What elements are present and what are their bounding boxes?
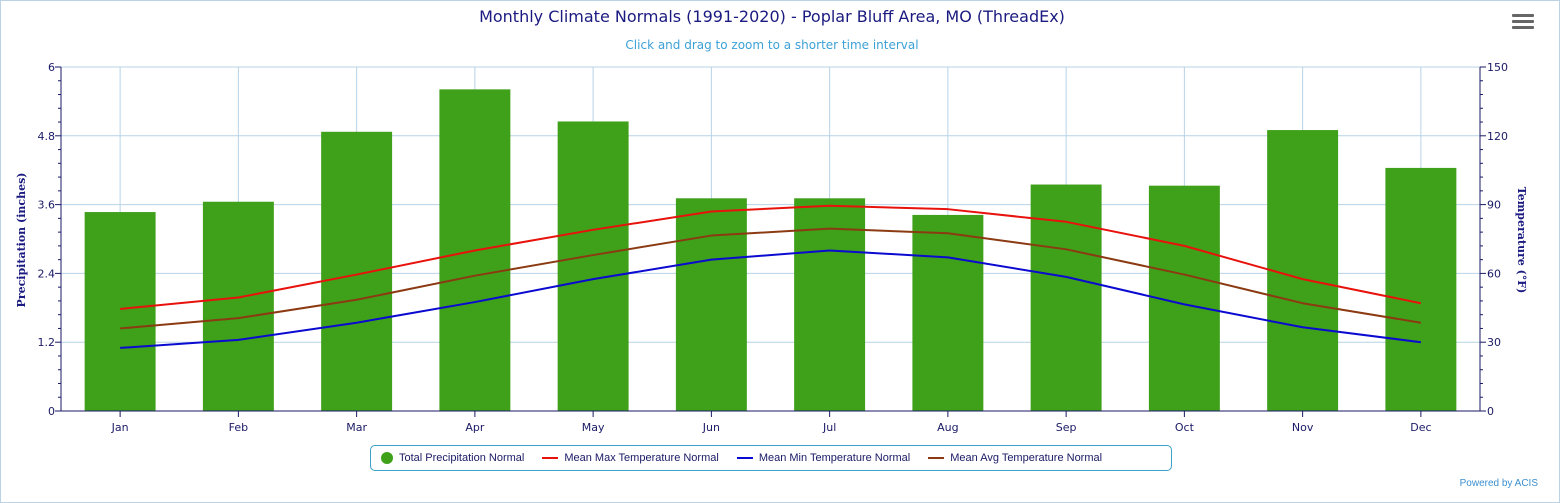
legend-line-icon [736, 457, 753, 459]
precipitation-bar [321, 131, 393, 411]
precipitation-bar [557, 121, 629, 411]
legend-line-icon [928, 457, 945, 459]
y-right-tick-label: 90 [1487, 199, 1501, 212]
x-tick-label: Jul [822, 421, 836, 434]
x-tick-label: Jun [702, 421, 720, 434]
legend-label: Total Precipitation Normal [399, 452, 525, 464]
y-axis-left-label: Precipitation (inches) [15, 173, 28, 308]
x-tick-label: Apr [465, 421, 485, 434]
precipitation-bar [912, 214, 984, 411]
precipitation-bars [84, 89, 1457, 412]
x-tick-label: Jan [111, 421, 129, 434]
legend-item[interactable]: Mean Avg Temperature Normal [928, 452, 1102, 464]
legend-label: Mean Avg Temperature Normal [950, 452, 1103, 464]
x-tick-label: Nov [1292, 421, 1314, 434]
y-left-tick-label: 4.8 [38, 130, 56, 143]
legend-label: Mean Min Temperature Normal [758, 452, 911, 464]
temperature-line [120, 204, 1422, 310]
temperature-lines [120, 204, 1422, 349]
precipitation-bar [202, 201, 274, 411]
legend-item[interactable]: Mean Min Temperature Normal [736, 452, 911, 464]
chart-title: Monthly Climate Normals (1991-2020) - Po… [479, 7, 1065, 26]
axes: 0 0 1.2 30 2.4 60 3.6 90 4.8 120 6 150 Jan Feb Mar Apr M… [38, 61, 1509, 434]
hamburger-menu-icon[interactable] [1512, 14, 1534, 32]
y-left-tick-label: 1.2 [38, 336, 56, 349]
chart-subtitle: Click and drag to zoom to a shorter time… [625, 38, 918, 52]
legend-item[interactable]: Mean Max Temperature Normal [542, 452, 719, 464]
x-tick-label: Oct [1175, 421, 1195, 434]
y-left-tick-label: 3.6 [38, 199, 56, 212]
y-right-tick-label: 120 [1487, 130, 1508, 143]
legend-line-icon [542, 457, 559, 459]
precipitation-bar [84, 212, 156, 411]
x-tick-label: Mar [346, 421, 367, 434]
x-tick-label: Sep [1056, 421, 1077, 434]
legend-item[interactable]: Total Precipitation Normal [381, 452, 524, 464]
temperature-line [120, 227, 1422, 330]
y-right-tick-label: 150 [1487, 61, 1508, 74]
x-tick-label: Dec [1410, 421, 1431, 434]
y-left-tick-label: 2.4 [38, 267, 56, 280]
y-left-tick-label: 0 [48, 405, 55, 418]
x-tick-label: May [582, 421, 605, 434]
precipitation-bar [1267, 130, 1339, 412]
precipitation-bar [794, 198, 866, 411]
temperature-line [120, 249, 1422, 349]
y-axis-right-label: Temperature (°F) [1515, 187, 1528, 294]
y-right-tick-label: 30 [1487, 336, 1501, 349]
y-right-tick-label: 0 [1487, 405, 1494, 418]
x-tick-label: Feb [229, 421, 248, 434]
precipitation-bar [1385, 167, 1457, 411]
y-left-tick-label: 6 [48, 61, 55, 74]
y-right-tick-label: 60 [1487, 267, 1501, 280]
legend-dot-icon [381, 452, 393, 464]
precipitation-bar [675, 198, 747, 411]
powered-by-link[interactable]: Powered by ACIS [1459, 478, 1538, 489]
legend: Total Precipitation Normal Mean Max Tempe… [370, 445, 1172, 471]
legend-label: Mean Max Temperature Normal [564, 452, 719, 464]
x-tick-label: Aug [937, 421, 958, 434]
